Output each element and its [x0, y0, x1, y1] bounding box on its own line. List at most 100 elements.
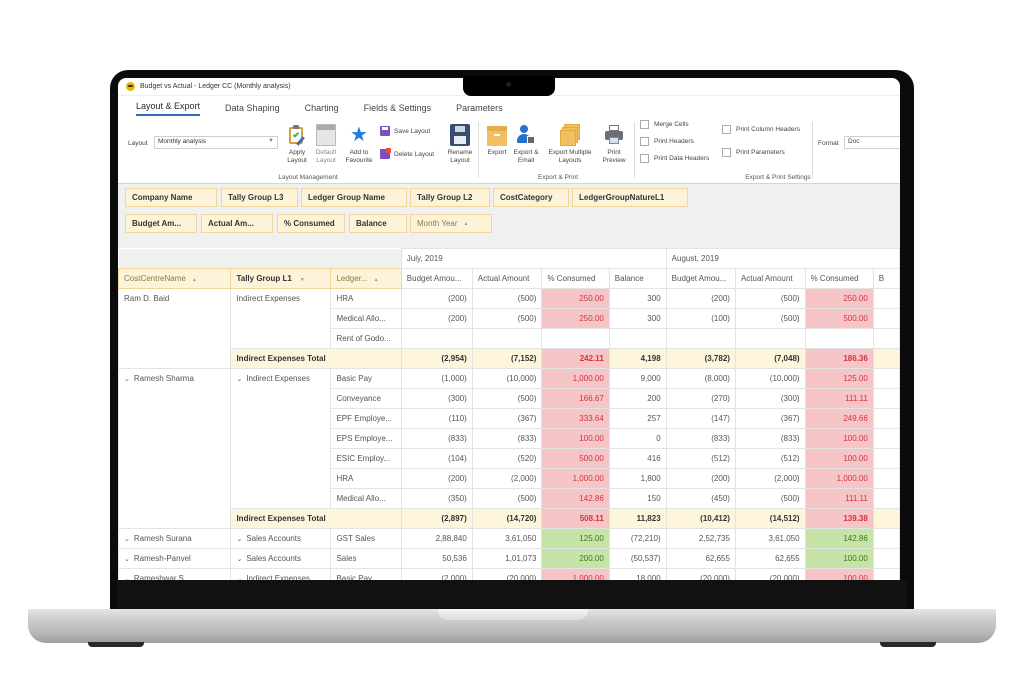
- data-field-budget-amount[interactable]: Budget Am...: [125, 214, 197, 233]
- group-cell[interactable]: ⌄ Indirect Expenses: [230, 368, 332, 509]
- row-field-ledger[interactable]: Ledger...: [330, 268, 402, 289]
- layout-select[interactable]: Monthly analysis ▼: [154, 136, 278, 149]
- header-actual-amount[interactable]: Actual Amount: [734, 268, 806, 289]
- checkbox-box[interactable]: [640, 154, 649, 163]
- cost-centre-cell[interactable]: ⌄ Ramesh-Panvel: [118, 548, 232, 569]
- tab-parameters[interactable]: Parameters: [456, 103, 503, 113]
- actual-amount-cell: (500): [471, 288, 543, 309]
- chevron-down-icon[interactable]: ⌄: [124, 576, 130, 580]
- group-cell[interactable]: ⌄ Sales Accounts: [230, 528, 332, 549]
- header-percent-consumed[interactable]: % Consumed: [541, 268, 610, 289]
- checkbox-box[interactable]: [722, 125, 731, 134]
- print-column-headers-checkbox[interactable]: Print Column Headers: [722, 125, 800, 134]
- group-cell[interactable]: ⌄ Indirect Expenses: [230, 568, 332, 580]
- tab-data-shaping[interactable]: Data Shaping: [225, 103, 280, 113]
- checkbox-box[interactable]: [640, 120, 649, 129]
- print-headers-checkbox[interactable]: Print Headers: [640, 137, 694, 146]
- add-to-favourite-button[interactable]: ★ Add to Favourite: [341, 124, 377, 165]
- ledger-cell[interactable]: GST Sales: [330, 528, 402, 549]
- ledger-cell[interactable]: ESIC Employ...: [330, 448, 402, 469]
- column-field-label: Month Year: [417, 219, 458, 228]
- chevron-down-icon[interactable]: ⌄: [236, 576, 243, 580]
- chevron-down-icon[interactable]: ⌄: [124, 536, 130, 543]
- tab-fields-settings[interactable]: Fields & Settings: [363, 103, 432, 113]
- ledger-cell[interactable]: Basic Pay: [330, 368, 402, 389]
- default-layout-button[interactable]: Default Layout: [312, 124, 340, 165]
- checkbox-box[interactable]: [722, 148, 731, 157]
- rename-layout-button[interactable]: Rename Layout: [446, 124, 474, 165]
- filter-field-ledger-group-name[interactable]: Ledger Group Name: [301, 188, 407, 207]
- delete-layout-button[interactable]: Delete Layout: [380, 148, 434, 159]
- cost-centre-cell[interactable]: ⌄ Rameshwar.S: [118, 568, 232, 580]
- percent-consumed-cell: 249.66: [804, 408, 874, 429]
- data-field-balance[interactable]: Balance: [349, 214, 407, 233]
- ledger-cell[interactable]: HRA: [330, 288, 402, 309]
- tab-charting[interactable]: Charting: [304, 103, 339, 113]
- percent-consumed-cell: 200.00: [541, 548, 610, 569]
- print-data-headers-checkbox[interactable]: Print Data Headers: [640, 154, 709, 163]
- ledger-cell[interactable]: Conveyance: [330, 388, 402, 409]
- cost-centre-cell[interactable]: Ram D. Baid: [118, 288, 232, 369]
- ledger-cell[interactable]: Sales: [330, 548, 402, 569]
- apply-layout-button[interactable]: Apply Layout: [284, 124, 310, 165]
- print-headers-label: Print Headers: [654, 138, 694, 145]
- data-field-percent-consumed[interactable]: % Consumed: [277, 214, 345, 233]
- table-row: Ram D. Baid Indirect Expenses HRA (200) (500…: [118, 288, 900, 369]
- column-field-month-year[interactable]: Month Year: [410, 214, 492, 233]
- data-field-actual-amount[interactable]: Actual Am...: [201, 214, 273, 233]
- cost-centre-cell[interactable]: ⌄ Ramesh Surana: [118, 528, 232, 549]
- ledger-cell[interactable]: Medical Allo...: [330, 308, 402, 329]
- ledger-cell[interactable]: Rent of Godo...: [330, 328, 402, 349]
- group-cell[interactable]: ⌄ Sales Accounts: [230, 548, 332, 569]
- row-field-cost-centre-name[interactable]: CostCentreName: [118, 268, 232, 289]
- month-header-july[interactable]: July, 2019: [400, 248, 667, 269]
- balance-cell: 1,800: [608, 468, 667, 489]
- header-balance[interactable]: B: [872, 268, 900, 289]
- group-name: Sales Accounts: [246, 554, 302, 563]
- chevron-down-icon[interactable]: ⌄: [236, 536, 243, 543]
- ledger-cell[interactable]: EPS Employe...: [330, 428, 402, 449]
- actual-amount-cell: (10,000): [471, 368, 543, 389]
- chevron-down-icon[interactable]: ⌄: [124, 376, 130, 383]
- tab-layout-export[interactable]: Layout & Export: [136, 101, 201, 116]
- budget-amount-cell: (8,000): [665, 368, 736, 389]
- print-parameters-checkbox[interactable]: Print Parameters: [722, 148, 785, 157]
- group-cell[interactable]: Indirect Expenses: [230, 288, 332, 349]
- balance-cell: [872, 448, 900, 469]
- ledger-cell[interactable]: Medical Allo...: [330, 488, 402, 509]
- filter-field-company-name[interactable]: Company Name: [125, 188, 217, 207]
- ledger-cell[interactable]: EPF Employe...: [330, 408, 402, 429]
- row-field-tally-group-l1[interactable]: Tally Group L1: [230, 268, 332, 289]
- budget-amount-cell: (1,000): [400, 368, 473, 389]
- export-email-button[interactable]: Export & Email: [512, 124, 540, 165]
- format-select[interactable]: Doc: [844, 136, 900, 149]
- header-budget-amount[interactable]: Budget Amou...: [400, 268, 473, 289]
- checkbox-box[interactable]: [640, 137, 649, 146]
- empty-header-cell: [118, 248, 402, 269]
- chevron-down-icon[interactable]: ⌄: [236, 556, 243, 563]
- merge-cells-checkbox[interactable]: Merge Cells: [640, 120, 689, 129]
- filter-field-cost-category[interactable]: CostCategory: [493, 188, 569, 207]
- header-balance[interactable]: Balance: [608, 268, 667, 289]
- budget-amount-cell: (2,897): [400, 508, 473, 529]
- filter-field-tally-group-l2[interactable]: Tally Group L2: [410, 188, 490, 207]
- chevron-down-icon[interactable]: ⌄: [236, 376, 243, 383]
- actual-amount-cell: (2,000): [471, 468, 543, 489]
- balance-cell: (72,210): [608, 528, 667, 549]
- month-header-august[interactable]: August, 2019: [665, 248, 900, 269]
- filter-field-tally-group-l3[interactable]: Tally Group L3: [221, 188, 298, 207]
- export-multiple-layouts-button[interactable]: Export Multiple Layouts: [544, 124, 596, 165]
- header-actual-amount[interactable]: Actual Amount: [471, 268, 543, 289]
- save-layout-label: Save Layout: [394, 127, 431, 135]
- header-percent-consumed[interactable]: % Consumed: [804, 268, 874, 289]
- filter-field-ledger-group-nature-l1[interactable]: LedgerGroupNatureL1: [572, 188, 688, 207]
- cost-centre-cell[interactable]: ⌄ Ramesh Sharma: [118, 368, 232, 529]
- print-preview-button[interactable]: Print Preview: [600, 124, 628, 165]
- ledger-cell[interactable]: HRA: [330, 468, 402, 489]
- export-button[interactable]: Export: [484, 126, 510, 157]
- actual-amount-cell: (512): [734, 448, 806, 469]
- ledger-cell[interactable]: Basic Pay: [330, 568, 402, 580]
- header-budget-amount[interactable]: Budget Amou...: [665, 268, 736, 289]
- save-layout-button[interactable]: Save Layout: [380, 126, 430, 136]
- chevron-down-icon[interactable]: ⌄: [124, 556, 130, 563]
